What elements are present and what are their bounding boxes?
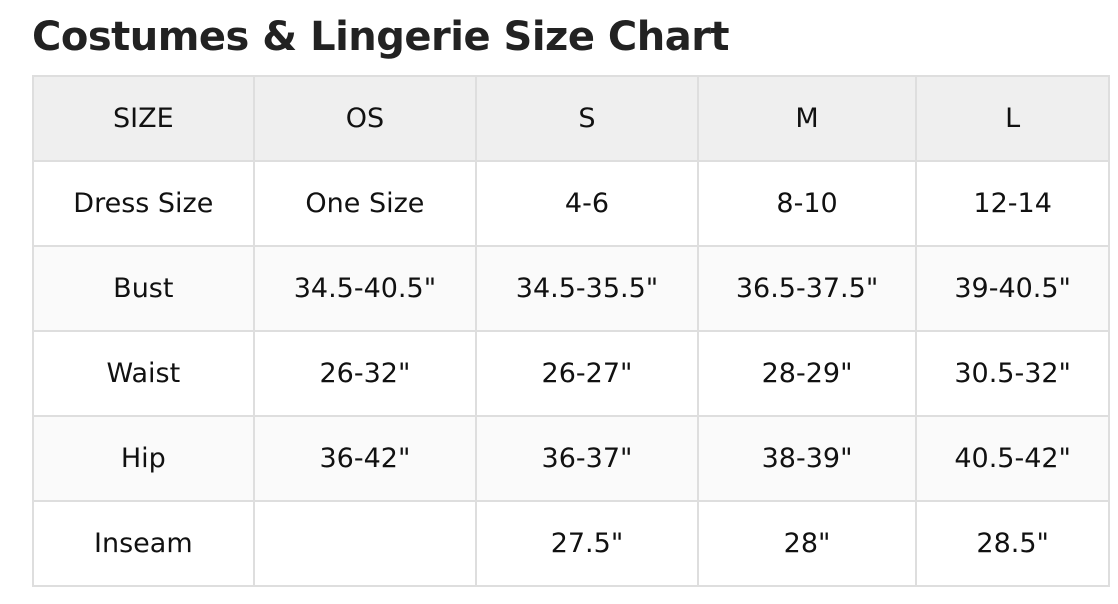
row-label: Hip bbox=[32, 415, 255, 502]
table-cell: 38-39" bbox=[696, 415, 918, 502]
table-cell: 28-29" bbox=[696, 330, 918, 417]
size-chart-table: SIZE OS S M L Dress Size One Size 4-6 8-10 12-14 B… bbox=[32, 75, 1110, 587]
table-cell: 28" bbox=[696, 500, 918, 587]
table-row: Hip 36-42" 36-37" 38-39" 40.5-42" bbox=[32, 415, 1110, 502]
table-header-row: SIZE OS S M L bbox=[32, 75, 1110, 162]
table-cell: 36-42" bbox=[252, 415, 478, 502]
page-title: Costumes & Lingerie Size Chart bbox=[32, 14, 730, 60]
table-row: Waist 26-32" 26-27" 28-29" 30.5-32" bbox=[32, 330, 1110, 417]
table-cell: One Size bbox=[252, 160, 478, 247]
table-row: Bust 34.5-40.5" 34.5-35.5" 36.5-37.5" 39-40.… bbox=[32, 245, 1110, 332]
table-cell: 27.5" bbox=[475, 500, 699, 587]
table-cell: OS bbox=[252, 75, 478, 162]
table-cell: S bbox=[475, 75, 699, 162]
table-cell: 36.5-37.5" bbox=[696, 245, 918, 332]
table-cell: 8-10 bbox=[696, 160, 918, 247]
table-cell: 40.5-42" bbox=[915, 415, 1110, 502]
table-cell: 28.5" bbox=[915, 500, 1110, 587]
table-cell: 34.5-35.5" bbox=[475, 245, 699, 332]
row-label: Waist bbox=[32, 330, 255, 417]
row-label: Bust bbox=[32, 245, 255, 332]
table-row: Inseam 27.5" 28" 28.5" bbox=[32, 500, 1110, 587]
table-cell: 4-6 bbox=[475, 160, 699, 247]
row-label: Inseam bbox=[32, 500, 255, 587]
row-label: SIZE bbox=[32, 75, 255, 162]
table-cell: 30.5-32" bbox=[915, 330, 1110, 417]
table-cell: L bbox=[915, 75, 1110, 162]
table-cell: 26-27" bbox=[475, 330, 699, 417]
table-cell: 26-32" bbox=[252, 330, 478, 417]
table-cell bbox=[252, 500, 478, 587]
table-cell: M bbox=[696, 75, 918, 162]
table-cell: 39-40.5" bbox=[915, 245, 1110, 332]
row-label: Dress Size bbox=[32, 160, 255, 247]
table-cell: 34.5-40.5" bbox=[252, 245, 478, 332]
table-row: Dress Size One Size 4-6 8-10 12-14 bbox=[32, 160, 1110, 247]
table-cell: 36-37" bbox=[475, 415, 699, 502]
table-cell: 12-14 bbox=[915, 160, 1110, 247]
